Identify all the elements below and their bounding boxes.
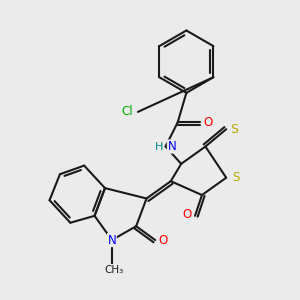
Text: N: N	[167, 140, 176, 153]
Text: N: N	[107, 234, 116, 247]
Text: Cl: Cl	[122, 105, 133, 119]
Text: O: O	[183, 208, 192, 220]
Text: H: H	[155, 142, 164, 152]
Text: S: S	[232, 171, 240, 184]
Text: O: O	[203, 116, 212, 129]
Text: S: S	[230, 123, 238, 136]
Text: CH₃: CH₃	[104, 265, 123, 275]
Text: O: O	[158, 234, 167, 247]
